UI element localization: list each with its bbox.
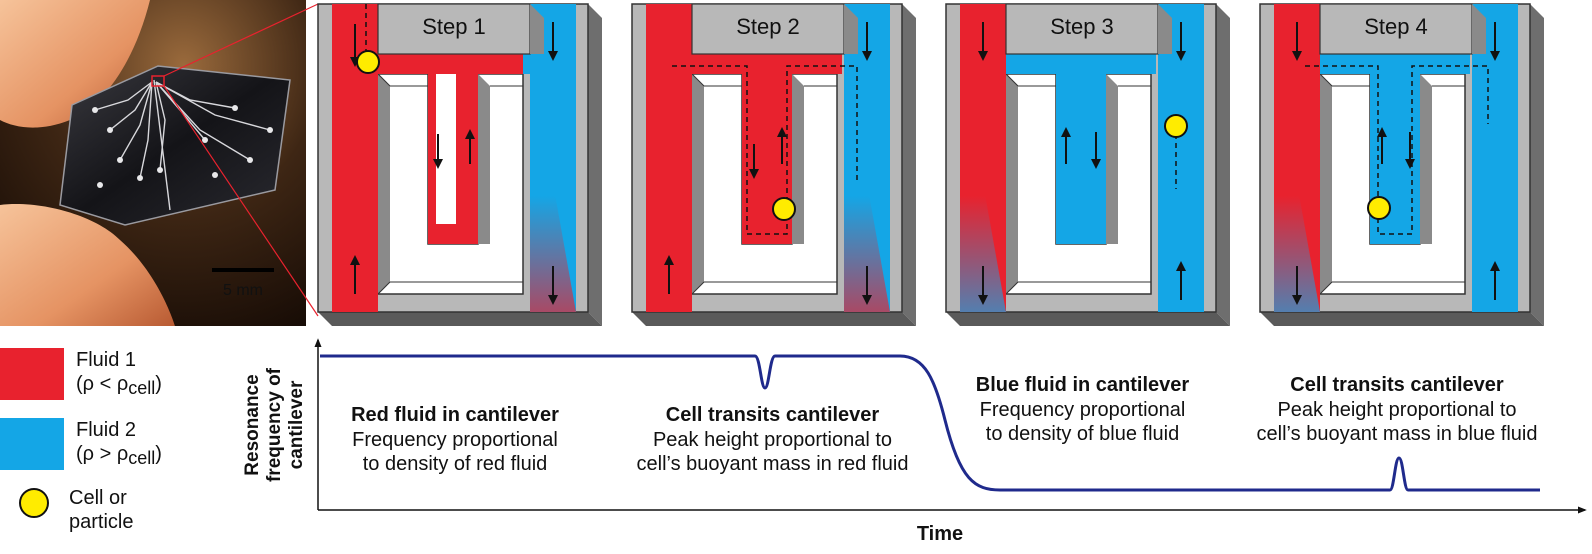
cell-dot: [1164, 114, 1188, 138]
step-3-panel: Step 3: [945, 3, 1231, 327]
fluid1-swatch: [0, 348, 64, 400]
cell-dot: [1367, 196, 1391, 220]
step-panels: Step 1 Step 2 Ste: [163, 3, 1545, 327]
annotation-cell-blue: Cell transits cantilever Peak height pro…: [1256, 374, 1538, 445]
step-4-title: Step 4: [1364, 14, 1428, 39]
cell-label-1: Cell or: [69, 487, 127, 509]
fluid2-label: Fluid 2: [76, 419, 137, 441]
fluid2-sub: cell: [128, 448, 156, 468]
cell-icon: [19, 488, 49, 518]
step-4-panel: Step 4: [1259, 3, 1545, 327]
fluid1-density: (ρ < ρ: [76, 373, 129, 395]
cell-dot: [772, 197, 796, 221]
step-2-title: Step 2: [736, 14, 800, 39]
legend-fluid2: Fluid 2 (ρ > ρcell): [0, 418, 162, 470]
scale-label: 5 mm: [223, 282, 263, 299]
fluid1-sub: cell: [128, 378, 156, 398]
cell-dot: [356, 50, 380, 74]
fluid1-label: Fluid 1: [76, 349, 137, 371]
step-1-panel: Step 1: [317, 3, 603, 327]
legend: Fluid 1 (ρ < ρcell) Fluid 2 (ρ > ρcell) …: [0, 338, 220, 548]
annotation-blue-fluid: Blue fluid in cantilever Frequency propo…: [975, 374, 1190, 445]
y-label-3: cantilever: [286, 380, 307, 469]
legend-cell: Cell or particle: [0, 486, 133, 534]
legend-fluid1: Fluid 1 (ρ < ρcell): [0, 348, 162, 400]
frequency-curve: [320, 354, 1540, 492]
step-2-panel: Step 2: [631, 3, 917, 327]
cell-label-2: particle: [69, 511, 134, 533]
fluid2-swatch: [0, 418, 64, 470]
step-3-title: Step 3: [1050, 14, 1114, 39]
chip-photo: 5 mm: [0, 0, 306, 326]
x-label: Time: [917, 523, 963, 545]
annotation-cell-red: Cell transits cantilever Peak height pro…: [636, 404, 909, 475]
finger-bottom: [0, 204, 175, 326]
step-1-title: Step 1: [422, 14, 486, 39]
chip-body: [59, 65, 291, 226]
y-label-1: Resonance: [242, 374, 263, 475]
finger-top: [0, 0, 150, 128]
fluid2-density: (ρ > ρ: [76, 443, 129, 465]
annotation-red-fluid: Red fluid in cantilever Frequency propor…: [351, 404, 559, 475]
y-label-2: frequency of: [264, 367, 285, 482]
